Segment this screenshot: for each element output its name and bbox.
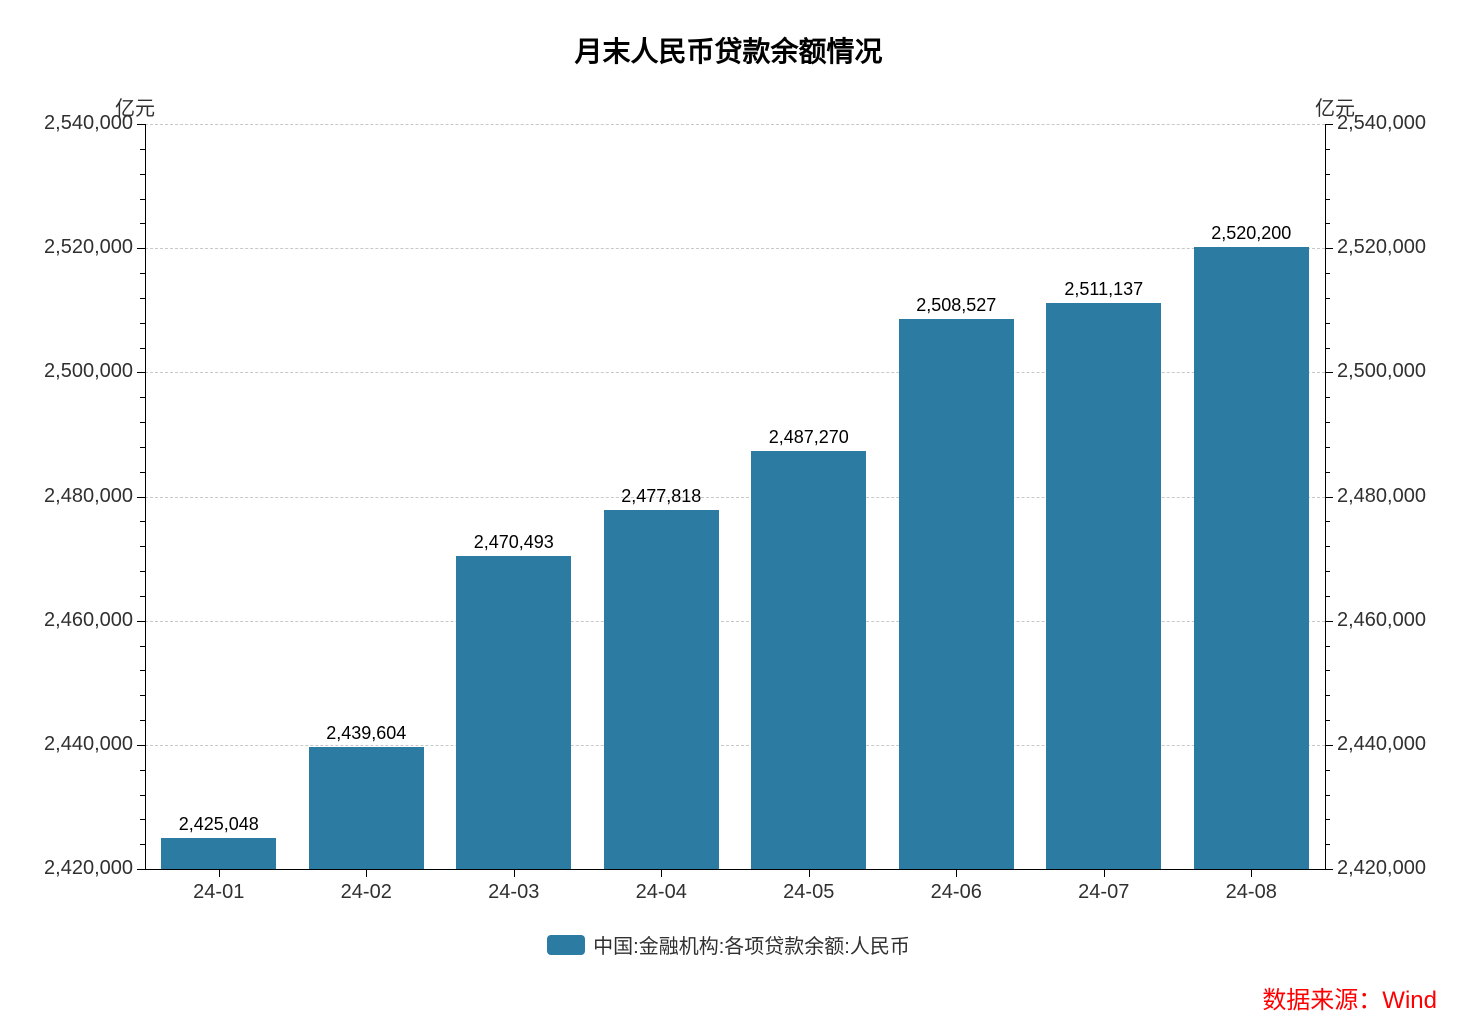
x-tick-mark — [956, 869, 957, 877]
bar — [1046, 303, 1161, 869]
y-tick-label-right: 2,460,000 — [1337, 609, 1426, 632]
bar — [751, 451, 866, 869]
y-tick-mark — [137, 869, 145, 870]
axis-line-left — [145, 124, 146, 869]
y-tick-mark — [137, 497, 145, 498]
y-tick-label-left: 2,540,000 — [13, 112, 133, 135]
y-tick-mark — [137, 372, 145, 373]
gridline — [145, 248, 1325, 249]
bar-value-label: 2,511,137 — [1044, 279, 1164, 300]
y-tick-mark — [1325, 869, 1333, 870]
x-tick-label: 24-06 — [906, 881, 1006, 904]
x-tick-label: 24-07 — [1054, 881, 1154, 904]
bar-value-label: 2,470,493 — [454, 532, 574, 553]
bar-value-label: 2,477,818 — [601, 486, 721, 507]
x-tick-mark — [1251, 869, 1252, 877]
y-tick-label-right: 2,420,000 — [1337, 857, 1426, 880]
chart-title: 月末人民币贷款余额情况 — [0, 30, 1457, 70]
bar-value-label: 2,439,604 — [306, 723, 426, 744]
plot-area: 2,425,048 2,439,604 2,470,493 2,477,818 2,48… — [145, 124, 1325, 869]
x-tick-label: 24-01 — [169, 881, 269, 904]
y-tick-mark — [137, 248, 145, 249]
x-tick-label: 24-04 — [611, 881, 711, 904]
x-tick-label: 24-05 — [759, 881, 859, 904]
y-tick-mark — [1325, 621, 1333, 622]
x-tick-mark — [661, 869, 662, 877]
y-tick-label-left: 2,500,000 — [13, 360, 133, 383]
source-label: 数据来源：Wind — [1262, 980, 1437, 1015]
x-tick-mark — [1104, 869, 1105, 877]
x-tick-label: 24-03 — [464, 881, 564, 904]
bar — [899, 319, 1014, 869]
axis-line-right — [1325, 124, 1326, 869]
gridline — [145, 124, 1325, 125]
y-tick-mark — [1325, 745, 1333, 746]
x-tick-mark — [809, 869, 810, 877]
y-tick-label-left: 2,480,000 — [13, 485, 133, 508]
y-tick-mark — [1325, 497, 1333, 498]
bar — [1194, 247, 1309, 869]
y-tick-label-right: 2,440,000 — [1337, 733, 1426, 756]
y-tick-mark — [1325, 248, 1333, 249]
bar-value-label: 2,425,048 — [159, 814, 279, 835]
bar — [604, 510, 719, 869]
legend: 中国:金融机构:各项贷款余额:人民币 — [0, 930, 1457, 959]
y-tick-mark — [137, 621, 145, 622]
x-tick-mark — [514, 869, 515, 877]
bar-value-label: 2,520,200 — [1191, 223, 1311, 244]
y-tick-label-right: 2,480,000 — [1337, 485, 1426, 508]
bar — [456, 556, 571, 869]
y-tick-label-left: 2,460,000 — [13, 609, 133, 632]
x-tick-mark — [219, 869, 220, 877]
y-tick-label-right: 2,500,000 — [1337, 360, 1426, 383]
bar-value-label: 2,487,270 — [749, 427, 869, 448]
y-tick-mark — [1325, 124, 1333, 125]
y-tick-mark — [1325, 372, 1333, 373]
y-tick-label-right: 2,540,000 — [1337, 112, 1426, 135]
bar — [161, 838, 276, 869]
bar — [309, 747, 424, 869]
bar-value-label: 2,508,527 — [896, 295, 1016, 316]
legend-label: 中国:金融机构:各项贷款余额:人民币 — [593, 930, 910, 959]
x-tick-label: 24-08 — [1201, 881, 1301, 904]
x-tick-mark — [366, 869, 367, 877]
y-tick-label-left: 2,520,000 — [13, 236, 133, 259]
y-tick-label-left: 2,440,000 — [13, 733, 133, 756]
y-tick-mark — [137, 745, 145, 746]
y-tick-label-right: 2,520,000 — [1337, 236, 1426, 259]
y-tick-label-left: 2,420,000 — [13, 857, 133, 880]
axis-line-bottom — [145, 869, 1325, 870]
y-tick-mark — [137, 124, 145, 125]
x-tick-label: 24-02 — [316, 881, 416, 904]
legend-swatch — [547, 935, 585, 955]
chart-container: 月末人民币贷款余额情况 亿元 亿元 2,425,0482,439,6042,47… — [0, 0, 1457, 1031]
